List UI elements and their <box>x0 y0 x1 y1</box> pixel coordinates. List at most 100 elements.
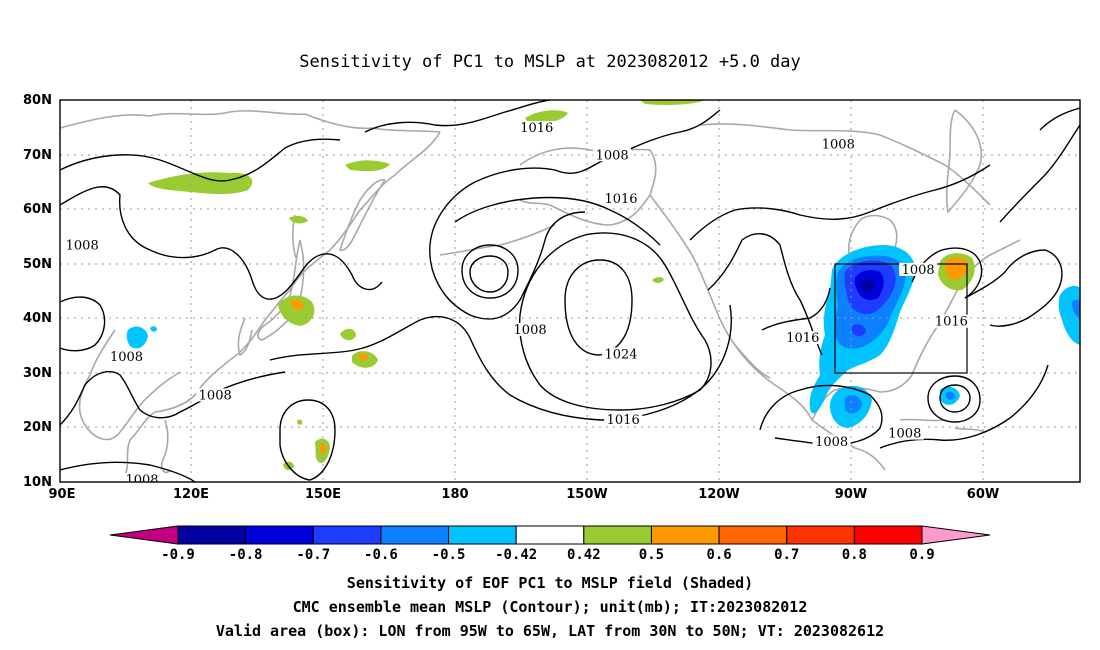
colorbar-tick-label: 0.8 <box>842 547 867 563</box>
lon-tick-label: 90W <box>835 487 867 502</box>
contour-label: 1016 <box>935 315 968 330</box>
shade-positive-tiny <box>297 419 303 425</box>
lon-tick-label: 150E <box>305 487 341 502</box>
caption-line-2: CMC ensemble mean MSLP (Contour); unit(m… <box>293 598 808 616</box>
contour-label: 1008 <box>66 238 99 253</box>
shade-positive-alaska-small <box>652 277 664 283</box>
isobar-1016-east-coast <box>707 233 823 356</box>
lat-tick-label: 50N <box>23 257 52 272</box>
contour-labels: 1016 1008 1016 1008 1008 1008 1024 1016 1016 1008… <box>63 121 971 482</box>
contour-label-background <box>517 121 556 135</box>
contour-label: 1024 <box>604 347 637 362</box>
coastline-kamchatka <box>339 178 386 252</box>
shade-negative-atlantic-core <box>945 391 955 401</box>
lon-tick-label: 180 <box>441 487 468 502</box>
isobar-1008-philippines-loop <box>279 399 336 481</box>
isobar-1008-asia-south <box>60 370 286 426</box>
coastline-canada-arctic <box>699 123 991 206</box>
shade-negative-east-core <box>1072 299 1080 318</box>
colorbar-tick-label: 0.42 <box>567 547 601 563</box>
contour-label-background <box>63 238 102 252</box>
contour-label-background <box>885 426 924 440</box>
shade-negative-main-core <box>860 279 875 292</box>
colorbar-tick-label: -0.9 <box>161 547 195 563</box>
contour-label: 1008 <box>110 350 143 365</box>
contour-label-background <box>593 148 632 162</box>
isobar-1008-asia-north <box>60 138 341 182</box>
lon-tick-label: 150W <box>566 487 607 502</box>
colorbar-tick-label: -0.6 <box>364 547 398 563</box>
lon-tick-label: 120E <box>173 487 209 502</box>
isobar-1016-atlantic <box>879 364 1049 449</box>
latitude-axis: 80N 70N 60N 50N 40N 30N 20N 10N <box>23 93 52 490</box>
lon-tick-label: 90E <box>49 487 76 502</box>
shade-positive-labrador-core <box>944 257 969 280</box>
isobar-1016-arctic <box>364 100 551 133</box>
contour-label: 1016 <box>607 413 640 428</box>
coastline-greenland <box>945 109 982 214</box>
isobar-1016-east-coast-b <box>761 287 831 331</box>
map-background <box>60 100 1080 482</box>
colorbar-swatch <box>380 525 450 545</box>
caption-line-3: Valid area (box): LON from 95W to 65W, L… <box>216 622 884 640</box>
shade-positive-pacific-a <box>340 328 356 341</box>
colorbar-tick-label: 0.7 <box>774 547 799 563</box>
shade-positive-tropics-a-core <box>319 443 326 454</box>
colorbar-swatch <box>786 525 855 545</box>
map-plot-area: 1016 1008 1016 1008 1008 1008 1024 1016 1016 1008… <box>59 99 1081 483</box>
contour-label: 1008 <box>888 427 921 442</box>
isobar-1008-bottom-left <box>60 461 196 482</box>
contour-label-background <box>819 137 858 151</box>
isobar-1024-high <box>564 259 633 356</box>
colorbar-over-triangle <box>921 525 991 545</box>
isobar-1016-subtropic-wide <box>269 304 732 421</box>
grid-lines <box>60 100 1080 482</box>
colorbar-swatch <box>177 525 247 545</box>
contour-label: 1008 <box>199 388 232 403</box>
shade-positive-barents <box>525 110 568 123</box>
contour-label-background <box>932 314 971 328</box>
map-frame <box>59 99 1081 483</box>
colorbar-swatch <box>718 525 788 545</box>
isobar-1008-asia-west <box>60 296 106 352</box>
lat-tick-label: 60N <box>23 202 52 217</box>
isobar-1016-north-atlantic <box>964 249 1063 327</box>
coastline-aleutians <box>439 224 556 256</box>
colorbar-swatch <box>515 525 585 545</box>
isobar-1016-high-ring <box>518 232 712 411</box>
figure-title: Sensitivity of PC1 to MSLP at 2023082012… <box>299 52 801 72</box>
lat-tick-label: 40N <box>23 311 52 326</box>
lon-tick-label: 60W <box>967 487 999 502</box>
contour-label-background <box>899 262 938 276</box>
contour-label-background <box>602 347 640 361</box>
contour-label-background <box>812 434 851 448</box>
lat-tick-label: 30N <box>23 366 52 381</box>
colorbar-tick-label: -0.8 <box>229 547 263 563</box>
isobar-1008-pacific-arc <box>429 109 721 246</box>
isobar-1008-atlantic-low <box>927 375 981 423</box>
lat-tick-label: 10N <box>23 475 52 490</box>
contour-label-background <box>123 473 162 482</box>
shade-negative-indochina-small <box>150 326 157 332</box>
shade-positive-arctic-siberia <box>148 172 253 194</box>
colorbar-tick-label: 0.6 <box>706 547 731 563</box>
contour-label: 1016 <box>520 121 553 136</box>
contour-label: 1008 <box>596 148 629 163</box>
lat-tick-label: 80N <box>23 93 52 108</box>
contour-label-background <box>783 331 822 345</box>
coastline-korea <box>237 317 253 357</box>
isobar-1008-greenland <box>999 124 1080 223</box>
colorbar-swatch <box>448 525 517 545</box>
coastline-baja <box>734 344 771 379</box>
isobar-1008-low-pacific-inner <box>469 255 509 293</box>
colorbar: -0.9 -0.8 -0.7 -0.6 -0.5 -0.42 0.42 0.5 0.6 0.7 0.… <box>109 525 991 563</box>
shade-positive-japan-core <box>290 299 304 310</box>
coastline-siberia-north <box>60 110 441 133</box>
coastline-asia-east <box>124 131 441 476</box>
lat-tick-label: 20N <box>23 420 52 435</box>
contour-label: 1008 <box>902 263 935 278</box>
colorbar-swatch <box>312 525 382 545</box>
shade-negative-florida <box>852 324 866 337</box>
shade-positive-pacific-b-core <box>358 353 368 361</box>
